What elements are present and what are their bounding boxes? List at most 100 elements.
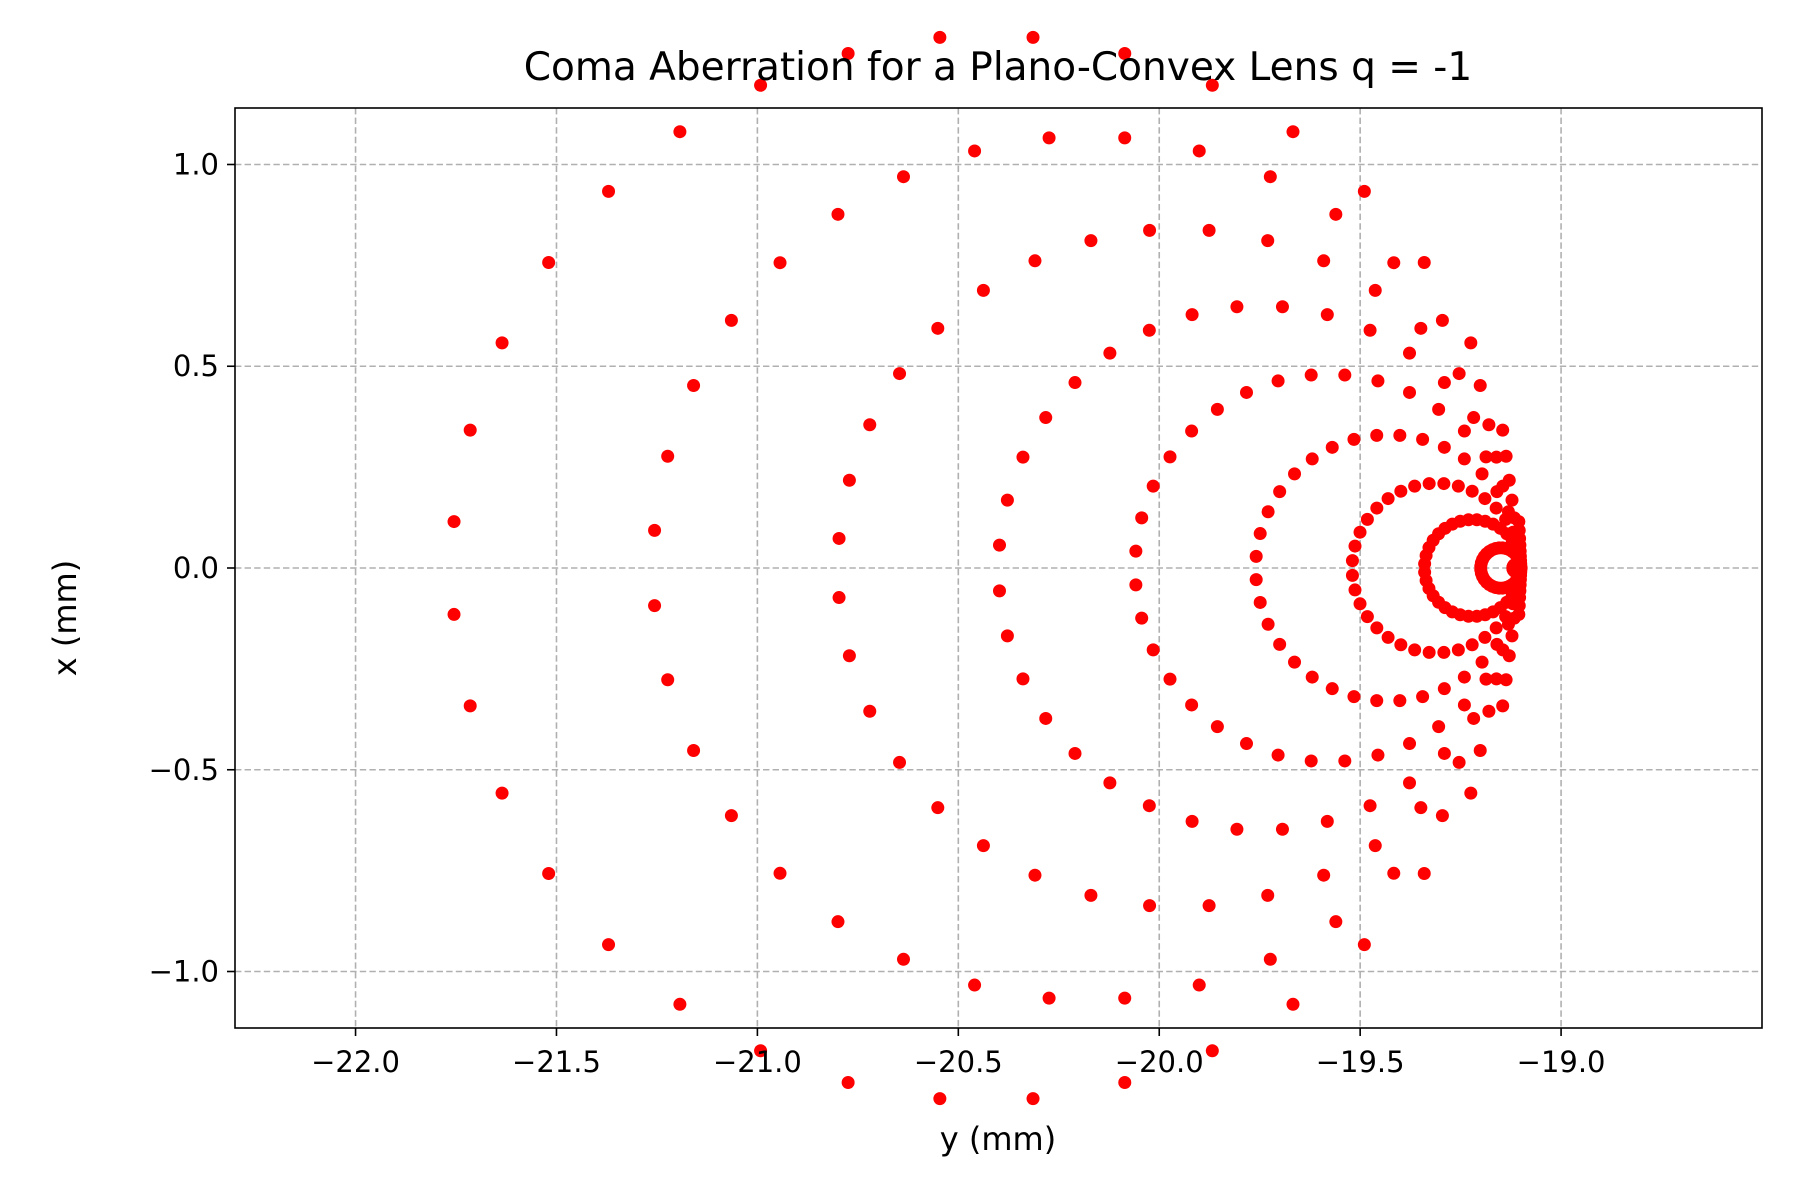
scatter-point: [1016, 672, 1030, 686]
scatter-point: [1103, 346, 1117, 360]
scatter-point: [1275, 300, 1289, 314]
scatter-point: [1192, 978, 1206, 992]
x-tick-label: −20.5: [914, 1045, 1003, 1079]
scatter-point: [1135, 611, 1149, 625]
scatter-point: [1026, 1092, 1040, 1106]
scatter-point: [1435, 313, 1449, 327]
scatter-point: [1451, 643, 1465, 657]
scatter-point: [1464, 336, 1478, 350]
scatter-point: [1210, 720, 1224, 734]
scatter-point: [1143, 899, 1157, 913]
x-tick-label: −19.5: [1316, 1045, 1405, 1079]
scatter-point: [1467, 411, 1481, 425]
scatter-point: [1482, 418, 1496, 432]
scatter-point: [1103, 776, 1117, 790]
scatter-point: [1263, 952, 1277, 966]
scatter-point: [1146, 479, 1160, 493]
scatter-point: [1489, 621, 1503, 635]
scatter-point: [841, 1075, 855, 1089]
scatter-point: [893, 367, 907, 381]
scatter-point: [1422, 477, 1436, 491]
scatter-point: [1489, 450, 1503, 464]
scatter-point: [1416, 432, 1430, 446]
scatter-point: [992, 584, 1006, 598]
scatter-point: [1084, 888, 1098, 902]
scatter-point: [1451, 479, 1465, 493]
scatter-point: [1286, 997, 1300, 1011]
scatter-point: [1403, 385, 1417, 399]
scatter-point: [1347, 690, 1361, 704]
scatter-point: [1371, 374, 1385, 388]
scatter-point: [1230, 300, 1244, 314]
scatter-point: [773, 866, 787, 880]
scatter-point: [1028, 254, 1042, 268]
scatter-point: [1496, 699, 1510, 713]
scatter-point: [976, 283, 990, 297]
scatter-point: [648, 523, 662, 537]
scatter-point: [1329, 207, 1343, 221]
scatter-point: [1357, 184, 1371, 198]
x-tick-label: −20.0: [1115, 1045, 1204, 1079]
scatter-point: [1129, 544, 1143, 558]
scatter-point: [1348, 583, 1362, 597]
scatter-point: [1275, 822, 1289, 836]
scatter-point: [447, 607, 461, 621]
scatter-point: [1479, 450, 1493, 464]
scatter-point: [1403, 737, 1417, 751]
scatter-point: [1414, 321, 1428, 335]
scatter-point: [754, 1044, 768, 1058]
scatter-point: [687, 743, 701, 757]
scatter-point: [1202, 223, 1216, 237]
scatter-point: [1368, 839, 1382, 853]
scatter-point: [933, 30, 947, 44]
scatter-point: [1347, 432, 1361, 446]
y-axis-ticks: −1.0 −0.5 0.0 0.5 1.0: [149, 147, 235, 989]
scatter-point: [1381, 492, 1395, 506]
scatter-point: [1496, 423, 1510, 437]
scatter-point: [1338, 368, 1352, 382]
x-axis-label: y (mm): [940, 1120, 1056, 1158]
scatter-point: [1000, 629, 1014, 643]
scatter-point: [1135, 511, 1149, 525]
scatter-point: [1505, 493, 1519, 507]
scatter-point: [1039, 711, 1053, 725]
scatter-point: [1417, 255, 1431, 269]
scatter-point: [495, 786, 509, 800]
scatter-point: [1185, 308, 1199, 322]
scatter-point: [1432, 402, 1446, 416]
scatter-point: [1304, 754, 1318, 768]
scatter-point: [1478, 630, 1492, 644]
scatter-point: [1363, 799, 1377, 813]
scatter-point: [447, 515, 461, 529]
scatter-point: [1467, 711, 1481, 725]
scatter-point: [1505, 629, 1519, 643]
scatter-point: [1325, 440, 1339, 454]
scatter-point: [842, 649, 856, 663]
scatter-point: [1348, 539, 1362, 553]
scatter-point: [1118, 1075, 1132, 1089]
scatter-point: [1084, 234, 1098, 248]
scatter-point: [1368, 283, 1382, 297]
scatter-point: [1068, 746, 1082, 760]
scatter-point: [1381, 630, 1395, 644]
scatter-point: [1261, 888, 1275, 902]
scatter-point: [1360, 512, 1374, 526]
scatter-point: [1387, 256, 1401, 270]
scatter-point: [1457, 698, 1471, 712]
scatter-point: [1422, 645, 1436, 659]
scatter-point: [931, 321, 945, 335]
scatter-point: [1432, 720, 1446, 734]
scatter-point: [1416, 690, 1430, 704]
scatter-point: [863, 418, 877, 432]
scatter-point: [1457, 424, 1471, 438]
scatter-point: [1329, 915, 1343, 929]
scatter-point: [1210, 402, 1224, 416]
scatter-points: [447, 30, 1528, 1106]
scatter-point: [1394, 484, 1408, 498]
scatter-point: [602, 184, 616, 198]
scatter-point: [1437, 477, 1451, 491]
scatter-point: [542, 867, 556, 881]
scatter-point: [1353, 525, 1367, 539]
